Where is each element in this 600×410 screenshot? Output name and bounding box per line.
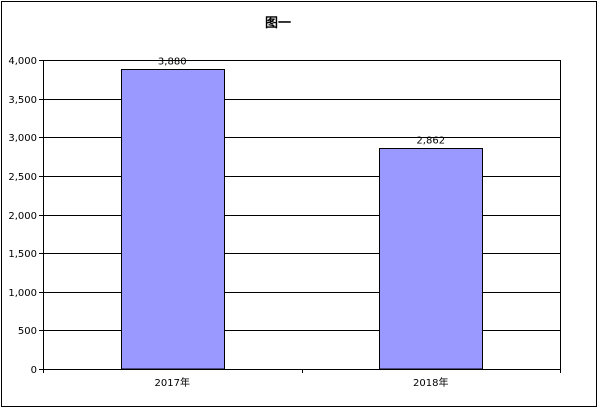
x-tick-label: 2017年 xyxy=(155,376,190,389)
bar xyxy=(121,69,225,370)
y-tick-label: 1,500 xyxy=(8,249,37,260)
y-tick-label: 2,000 xyxy=(8,211,37,222)
y-tick-label: 2,500 xyxy=(8,172,37,183)
bar xyxy=(379,148,483,370)
y-tick-label: 0 xyxy=(31,365,37,376)
chart-title: 图一 xyxy=(265,16,291,31)
data-label: 2,862 xyxy=(416,136,445,147)
y-tick-label: 1,000 xyxy=(8,288,37,299)
y-tick-label: 500 xyxy=(18,326,37,337)
y-tick-label: 3,500 xyxy=(8,95,37,106)
y-tick-label: 3,000 xyxy=(8,133,37,144)
data-label: 3,880 xyxy=(158,57,187,68)
axes xyxy=(39,60,561,373)
y-tick-label: 4,000 xyxy=(8,56,37,67)
bars xyxy=(121,69,483,370)
x-tick-label: 2018年 xyxy=(413,376,448,389)
labels: 0 500 1,000 1,500 2,000 2,500 3,000 3,500 4,000 3… xyxy=(8,56,448,389)
